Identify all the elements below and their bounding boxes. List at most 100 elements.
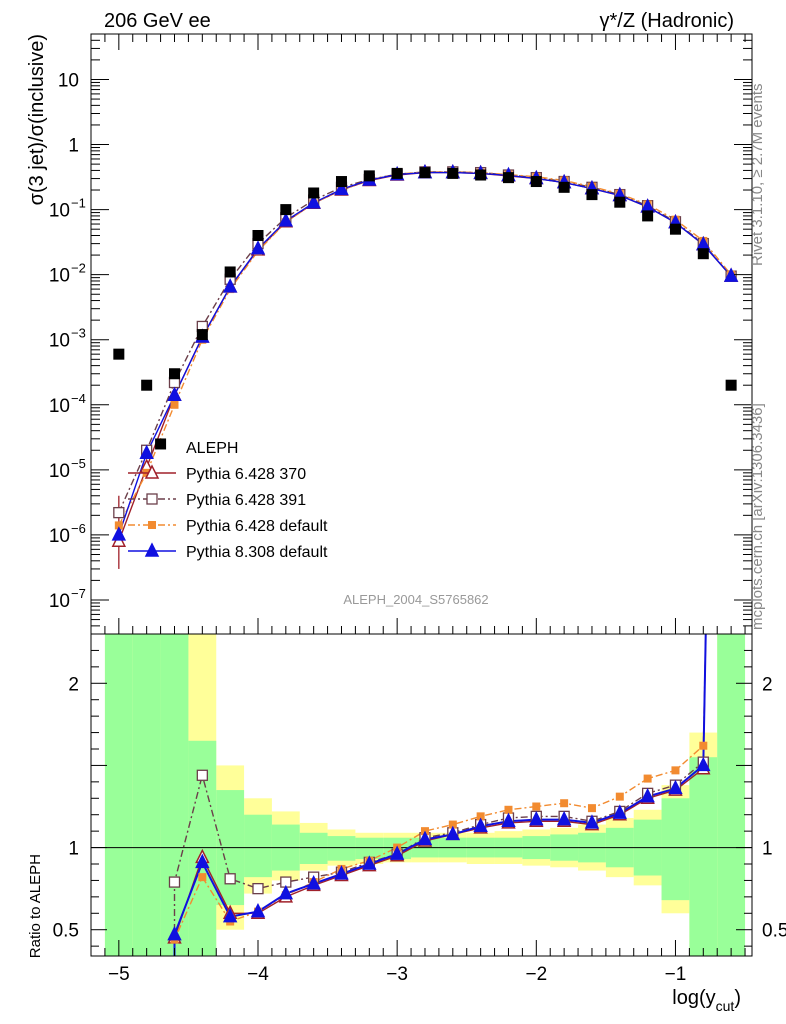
ratio-1-point: [252, 882, 264, 895]
series-3-point: [250, 240, 266, 255]
ratio-3-point: [529, 810, 544, 826]
y-tick-label: 10: [49, 331, 70, 352]
aleph-data-point: [113, 348, 125, 360]
ratio-1-point: [196, 769, 208, 781]
series-1-point: [113, 506, 125, 519]
ratio-2-point: [504, 805, 513, 814]
x-tick-label: −3: [386, 964, 408, 985]
y-tick-label: 10: [49, 461, 70, 482]
aleph-data-point: [168, 368, 180, 380]
legend-marker: [148, 521, 156, 529]
series-2-point: [114, 521, 123, 530]
legend-label: Pythia 6.428 391: [186, 492, 306, 509]
x-tick-label: −2: [525, 964, 547, 985]
main-y-axis-title: σ(3 jet)/σ(inclusive): [26, 34, 48, 205]
x-tick-label: −1: [665, 964, 687, 985]
ratio-2-point: [560, 799, 569, 808]
y-tick-exponent: −7: [71, 586, 86, 601]
ratio-y-tick-label-right: 2: [762, 674, 773, 695]
aleph-data-point: [614, 196, 626, 208]
legend-label: Pythia 6.428 370: [186, 466, 306, 483]
band-green-8: [327, 836, 356, 861]
x-tick-label: −4: [247, 964, 269, 985]
y-tick-exponent: −1: [71, 196, 86, 211]
ratio-2-point: [699, 741, 708, 750]
aleph-data-point: [697, 248, 709, 260]
aleph-data-point: [642, 210, 654, 222]
ratio-3-point: [167, 925, 182, 941]
header-energy: 206 GeV ee: [104, 10, 211, 32]
ratio-line-2: [173, 634, 707, 956]
mcplots-label: mcplots.cern.ch [arXiv:1306.3436]: [749, 403, 766, 630]
series-3-point: [334, 180, 349, 196]
legend-label-aleph: ALEPH: [186, 440, 238, 457]
band-green-9: [355, 837, 384, 860]
ratio-3-point: [668, 779, 683, 795]
ratio-3-point: [195, 853, 210, 869]
y-tick-exponent: −4: [71, 391, 86, 406]
aleph-data-point: [725, 379, 737, 391]
band-green-0: [104, 634, 133, 956]
band-green-20: [661, 798, 690, 901]
ratio-3-point: [278, 884, 294, 900]
aleph-data-point: [141, 379, 153, 391]
legend-marker: [144, 542, 160, 557]
aleph-data-point: [669, 223, 681, 235]
ratio-3-point: [334, 865, 349, 880]
ratio-y-tick-label-right: 0.5: [762, 921, 786, 942]
x-axis-title-sub: cut: [716, 998, 735, 1014]
y-tick-exponent: −6: [71, 521, 86, 536]
aleph-data-point: [308, 187, 320, 199]
ratio-line-0: [173, 634, 707, 956]
y-tick-label: 10: [58, 70, 79, 91]
ratio-3-point: [389, 845, 405, 860]
ratio-2-point: [643, 774, 652, 783]
y-tick-label: 10: [49, 526, 70, 547]
aleph-data-point: [280, 204, 292, 216]
legend-marker: [144, 464, 160, 479]
ratio-line-3: [173, 634, 707, 956]
series-3-point: [222, 278, 238, 293]
y-tick-exponent: −2: [71, 261, 86, 276]
band-green-22: [717, 634, 746, 956]
y-tick-label: 10: [49, 396, 70, 417]
ratio-y-tick-label: 1: [68, 839, 79, 860]
x-axis-title-close: ): [734, 987, 741, 1009]
ratio-y-tick-label: 0.5: [53, 921, 79, 942]
aleph-data-point: [252, 229, 264, 241]
band-green-7: [299, 832, 328, 864]
ratio-2-point: [476, 812, 485, 821]
rivet-version-label: Rivet 3.1.10, ≥ 2.7M events: [749, 84, 766, 267]
ratio-line-1: [173, 634, 707, 956]
ratio-2-point: [587, 804, 596, 813]
ratio-3-point: [556, 810, 572, 826]
aleph-data-point: [447, 167, 459, 179]
ratio-y-axis-title: Ratio to ALEPH: [27, 854, 44, 958]
aleph-data-point: [335, 176, 347, 188]
ratio-y-tick-label-right: 1: [762, 839, 773, 860]
ratio-3-point: [250, 902, 266, 918]
ratio-2-point: [532, 802, 541, 811]
ratio-3-point: [306, 875, 321, 890]
x-axis-title-main: log(y: [672, 987, 715, 1009]
y-tick-label: 10: [49, 591, 70, 612]
y-tick-exponent: −3: [71, 326, 86, 341]
header-process: γ*/Z (Hadronic): [600, 10, 734, 32]
ratio-3-point: [362, 855, 377, 870]
aleph-data-point: [196, 329, 208, 341]
ratio-3-point: [473, 817, 488, 832]
ratio-3-point: [696, 756, 711, 772]
aleph-data-point: [558, 181, 570, 193]
series-3-point: [111, 526, 127, 541]
ratio-y-tick-label: 2: [68, 674, 79, 695]
y-tick-exponent: −5: [71, 456, 86, 471]
aleph-data-point: [391, 167, 403, 179]
legend-label: Pythia 8.308 default: [186, 544, 328, 561]
ratio-3-point: [222, 907, 238, 923]
x-axis-title: log(ycut): [672, 987, 741, 1014]
aleph-data-point: [363, 170, 375, 182]
ratio-panel-data: [91, 634, 752, 956]
series-3-point: [167, 386, 182, 402]
band-green-2: [160, 634, 189, 956]
